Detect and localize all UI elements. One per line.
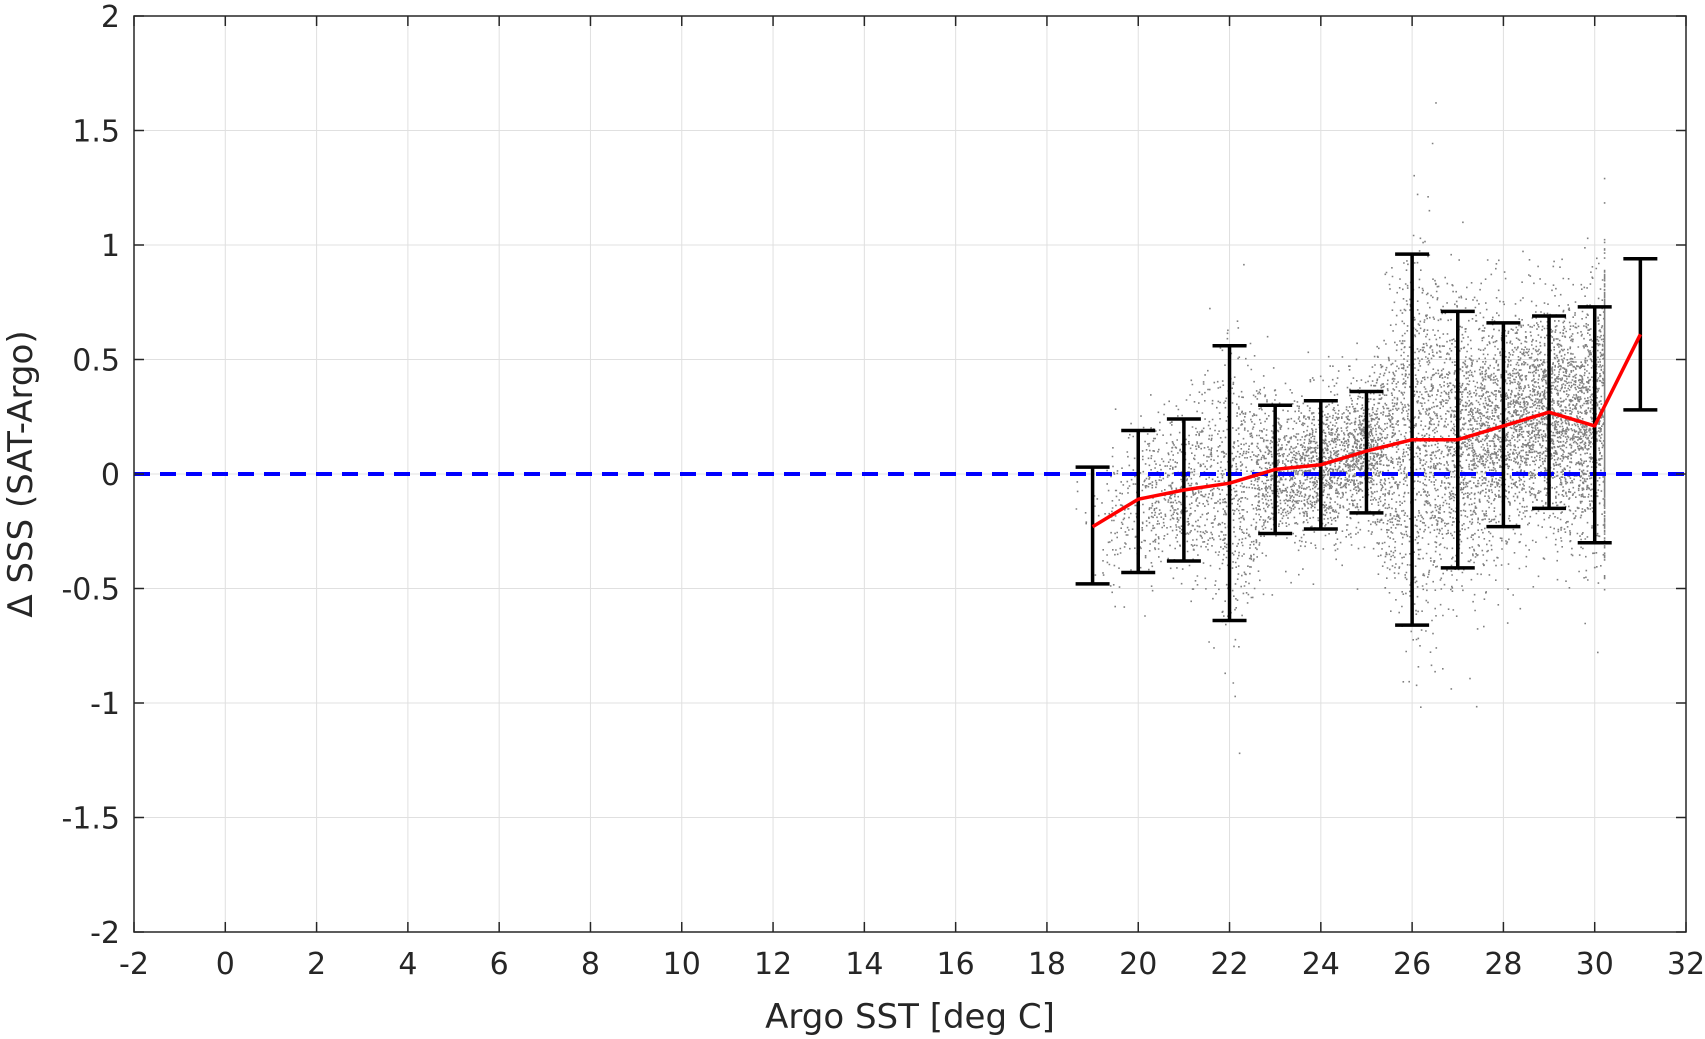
y-axis-label: Δ SSS (SAT-Argo) — [1, 330, 41, 617]
scatter-points — [1075, 102, 1606, 755]
x-tick-label: 20 — [1119, 947, 1157, 982]
x-tick-label: 0 — [216, 947, 235, 982]
x-axis-label: Argo SST [deg C] — [765, 997, 1055, 1037]
x-tick-label: 2 — [307, 947, 326, 982]
x-tick-label: 14 — [845, 947, 883, 982]
y-tick-label: 0.5 — [72, 344, 120, 379]
x-tick-label: -2 — [119, 947, 149, 982]
x-tick-label: 18 — [1028, 947, 1066, 982]
x-tick-label: 22 — [1210, 947, 1248, 982]
x-tick-label: 10 — [663, 947, 701, 982]
y-tick-label: 0 — [101, 458, 120, 493]
mean-line — [1091, 333, 1642, 529]
x-tick-label: 4 — [398, 947, 417, 982]
x-tick-label: 26 — [1393, 947, 1431, 982]
x-axis-ticks: -2 0 2 4 6 8 10 12 14 16 18 20 22 24 26 28 30 32 — [119, 16, 1705, 982]
x-tick-label: 24 — [1302, 947, 1340, 982]
x-tick-label: 12 — [754, 947, 792, 982]
y-tick-label: -0.5 — [61, 573, 120, 608]
y-tick-label: 1.5 — [72, 115, 120, 150]
y-tick-label: -1 — [90, 687, 120, 722]
x-tick-label: 6 — [490, 947, 509, 982]
mean-line-path — [1091, 333, 1642, 529]
x-tick-label: 8 — [581, 947, 600, 982]
y-tick-label: 1 — [101, 229, 120, 264]
y-tick-label: 2 — [101, 0, 120, 35]
x-tick-label: 30 — [1576, 947, 1614, 982]
y-tick-label: -2 — [90, 916, 120, 951]
x-tick-label: 16 — [937, 947, 975, 982]
y-tick-label: -1.5 — [61, 802, 120, 837]
x-tick-label: 28 — [1484, 947, 1522, 982]
x-tick-label: 32 — [1667, 947, 1705, 982]
scatter-point-cloud — [1075, 102, 1606, 755]
y-axis-ticks: -2 -1.5 -1 -0.5 0 0.5 1 1.5 2 — [61, 0, 1686, 951]
